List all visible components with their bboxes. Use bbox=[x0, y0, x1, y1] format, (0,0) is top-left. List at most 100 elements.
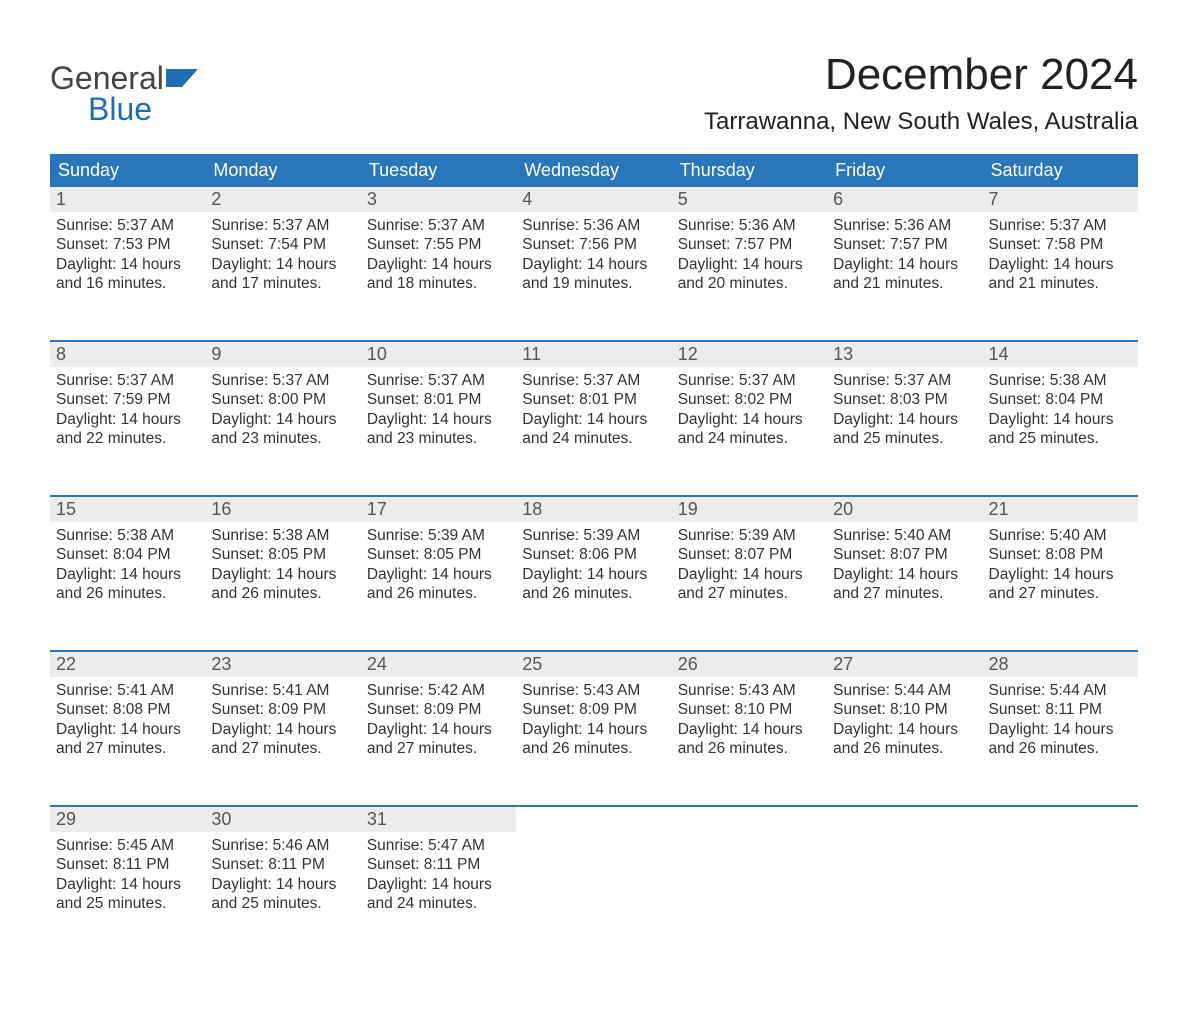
sunrise-text: Sunrise: 5:46 AM bbox=[211, 836, 354, 855]
day-body: Sunrise: 5:37 AMSunset: 8:03 PMDaylight:… bbox=[827, 367, 982, 459]
sunrise-text: Sunrise: 5:37 AM bbox=[989, 216, 1132, 235]
sunrise-text: Sunrise: 5:44 AM bbox=[989, 681, 1132, 700]
day-number: 12 bbox=[672, 342, 827, 367]
day-number: 7 bbox=[983, 187, 1138, 212]
day-cell bbox=[827, 832, 982, 960]
header: General Blue December 2024 Tarrawanna, N… bbox=[50, 40, 1138, 154]
sunrise-text: Sunrise: 5:37 AM bbox=[211, 216, 354, 235]
brand-logo: General Blue bbox=[50, 60, 200, 128]
day-body: Sunrise: 5:41 AMSunset: 8:09 PMDaylight:… bbox=[205, 677, 360, 769]
day-cell: Sunrise: 5:43 AMSunset: 8:10 PMDaylight:… bbox=[672, 677, 827, 806]
sunrise-text: Sunrise: 5:37 AM bbox=[367, 216, 510, 235]
daynum-row: 15161718192021 bbox=[50, 497, 1138, 522]
day-number: 29 bbox=[50, 807, 205, 832]
daylight-line1: Daylight: 14 hours bbox=[989, 255, 1132, 274]
day-cell: Sunrise: 5:37 AMSunset: 7:54 PMDaylight:… bbox=[205, 212, 360, 341]
day-cell: Sunrise: 5:44 AMSunset: 8:11 PMDaylight:… bbox=[983, 677, 1138, 806]
week-row: Sunrise: 5:38 AMSunset: 8:04 PMDaylight:… bbox=[50, 522, 1138, 651]
day-cell: Sunrise: 5:38 AMSunset: 8:05 PMDaylight:… bbox=[205, 522, 360, 651]
sunset-text: Sunset: 8:08 PM bbox=[56, 700, 199, 719]
sunrise-text: Sunrise: 5:43 AM bbox=[678, 681, 821, 700]
location-subtitle: Tarrawanna, New South Wales, Australia bbox=[704, 108, 1138, 136]
weekday-header-row: Sunday Monday Tuesday Wednesday Thursday… bbox=[50, 154, 1138, 187]
daylight-line2: and 27 minutes. bbox=[833, 584, 976, 603]
daylight-line1: Daylight: 14 hours bbox=[367, 255, 510, 274]
day-body: Sunrise: 5:44 AMSunset: 8:11 PMDaylight:… bbox=[983, 677, 1138, 769]
day-cell: Sunrise: 5:37 AMSunset: 8:03 PMDaylight:… bbox=[827, 367, 982, 496]
daylight-line2: and 25 minutes. bbox=[56, 894, 199, 913]
daylight-line1: Daylight: 14 hours bbox=[678, 720, 821, 739]
daylight-line1: Daylight: 14 hours bbox=[211, 255, 354, 274]
day-body: Sunrise: 5:40 AMSunset: 8:07 PMDaylight:… bbox=[827, 522, 982, 614]
daylight-line2: and 24 minutes. bbox=[522, 429, 665, 448]
sunset-text: Sunset: 8:07 PM bbox=[678, 545, 821, 564]
day-cell: Sunrise: 5:40 AMSunset: 8:07 PMDaylight:… bbox=[827, 522, 982, 651]
sunset-text: Sunset: 8:03 PM bbox=[833, 390, 976, 409]
daylight-line2: and 20 minutes. bbox=[678, 274, 821, 293]
day-cell bbox=[672, 832, 827, 960]
sunrise-text: Sunrise: 5:39 AM bbox=[678, 526, 821, 545]
daylight-line1: Daylight: 14 hours bbox=[989, 410, 1132, 429]
day-body: Sunrise: 5:36 AMSunset: 7:57 PMDaylight:… bbox=[827, 212, 982, 304]
sunset-text: Sunset: 8:10 PM bbox=[833, 700, 976, 719]
day-body: Sunrise: 5:36 AMSunset: 7:57 PMDaylight:… bbox=[672, 212, 827, 304]
daylight-line1: Daylight: 14 hours bbox=[211, 720, 354, 739]
daylight-line2: and 19 minutes. bbox=[522, 274, 665, 293]
sunset-text: Sunset: 8:04 PM bbox=[989, 390, 1132, 409]
day-cell: Sunrise: 5:42 AMSunset: 8:09 PMDaylight:… bbox=[361, 677, 516, 806]
weekday-header: Wednesday bbox=[516, 154, 671, 187]
sunrise-text: Sunrise: 5:47 AM bbox=[367, 836, 510, 855]
sunset-text: Sunset: 8:02 PM bbox=[678, 390, 821, 409]
sunrise-text: Sunrise: 5:39 AM bbox=[367, 526, 510, 545]
daynum-row: 293031 bbox=[50, 807, 1138, 832]
daylight-line1: Daylight: 14 hours bbox=[56, 255, 199, 274]
sunset-text: Sunset: 7:55 PM bbox=[367, 235, 510, 254]
calendar-page: General Blue December 2024 Tarrawanna, N… bbox=[0, 0, 1188, 1010]
day-body: Sunrise: 5:46 AMSunset: 8:11 PMDaylight:… bbox=[205, 832, 360, 924]
month-title: December 2024 bbox=[704, 50, 1138, 100]
sunrise-text: Sunrise: 5:39 AM bbox=[522, 526, 665, 545]
day-body: Sunrise: 5:37 AMSunset: 8:01 PMDaylight:… bbox=[361, 367, 516, 459]
day-cell: Sunrise: 5:46 AMSunset: 8:11 PMDaylight:… bbox=[205, 832, 360, 960]
sunrise-text: Sunrise: 5:36 AM bbox=[833, 216, 976, 235]
day-cell bbox=[516, 832, 671, 960]
day-body: Sunrise: 5:39 AMSunset: 8:07 PMDaylight:… bbox=[672, 522, 827, 614]
day-cell: Sunrise: 5:37 AMSunset: 7:58 PMDaylight:… bbox=[983, 212, 1138, 341]
daylight-line2: and 25 minutes. bbox=[989, 429, 1132, 448]
sunset-text: Sunset: 8:11 PM bbox=[211, 855, 354, 874]
sunrise-text: Sunrise: 5:40 AM bbox=[989, 526, 1132, 545]
day-cell: Sunrise: 5:39 AMSunset: 8:07 PMDaylight:… bbox=[672, 522, 827, 651]
sunrise-text: Sunrise: 5:38 AM bbox=[989, 371, 1132, 390]
day-body: Sunrise: 5:38 AMSunset: 8:05 PMDaylight:… bbox=[205, 522, 360, 614]
day-cell: Sunrise: 5:45 AMSunset: 8:11 PMDaylight:… bbox=[50, 832, 205, 960]
daylight-line2: and 16 minutes. bbox=[56, 274, 199, 293]
week-row: Sunrise: 5:37 AMSunset: 7:59 PMDaylight:… bbox=[50, 367, 1138, 496]
day-body: Sunrise: 5:42 AMSunset: 8:09 PMDaylight:… bbox=[361, 677, 516, 769]
weekday-header: Thursday bbox=[672, 154, 827, 187]
sunset-text: Sunset: 8:07 PM bbox=[833, 545, 976, 564]
daylight-line1: Daylight: 14 hours bbox=[678, 410, 821, 429]
day-number: 10 bbox=[361, 342, 516, 367]
sunset-text: Sunset: 7:53 PM bbox=[56, 235, 199, 254]
weekday-header: Monday bbox=[205, 154, 360, 187]
day-number: 26 bbox=[672, 652, 827, 677]
weekday-header: Sunday bbox=[50, 154, 205, 187]
daylight-line1: Daylight: 14 hours bbox=[56, 875, 199, 894]
day-cell: Sunrise: 5:37 AMSunset: 7:53 PMDaylight:… bbox=[50, 212, 205, 341]
daylight-line2: and 26 minutes. bbox=[56, 584, 199, 603]
daylight-line1: Daylight: 14 hours bbox=[833, 410, 976, 429]
daylight-line2: and 24 minutes. bbox=[367, 894, 510, 913]
daylight-line1: Daylight: 14 hours bbox=[522, 410, 665, 429]
daylight-line1: Daylight: 14 hours bbox=[678, 565, 821, 584]
day-body: Sunrise: 5:37 AMSunset: 8:02 PMDaylight:… bbox=[672, 367, 827, 459]
day-number: 9 bbox=[205, 342, 360, 367]
day-number: 14 bbox=[983, 342, 1138, 367]
daylight-line2: and 25 minutes. bbox=[211, 894, 354, 913]
day-cell: Sunrise: 5:41 AMSunset: 8:08 PMDaylight:… bbox=[50, 677, 205, 806]
daylight-line1: Daylight: 14 hours bbox=[367, 410, 510, 429]
sunset-text: Sunset: 8:09 PM bbox=[367, 700, 510, 719]
sunset-text: Sunset: 8:01 PM bbox=[367, 390, 510, 409]
calendar-body: 1234567Sunrise: 5:37 AMSunset: 7:53 PMDa… bbox=[50, 187, 1138, 960]
sunset-text: Sunset: 8:11 PM bbox=[56, 855, 199, 874]
sunset-text: Sunset: 8:08 PM bbox=[989, 545, 1132, 564]
